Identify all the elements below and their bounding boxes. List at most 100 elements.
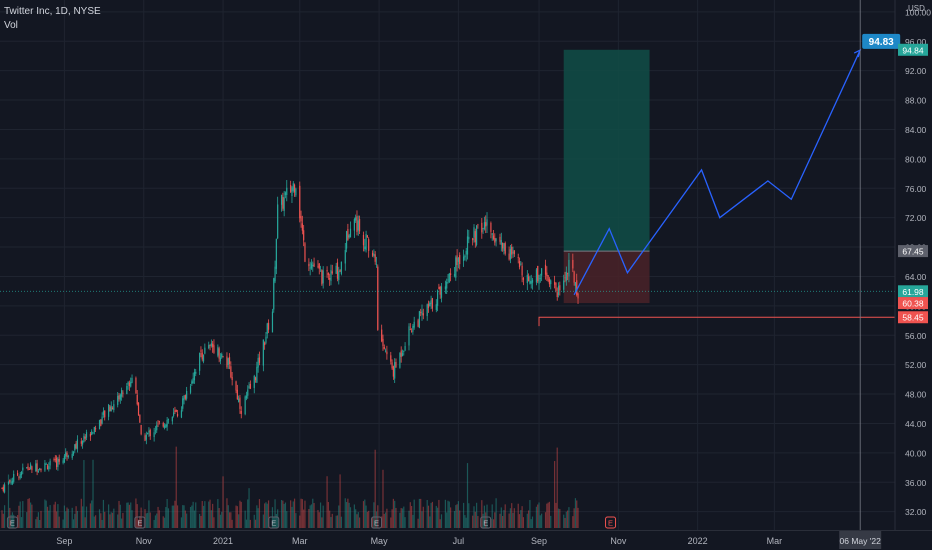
volume-bar xyxy=(556,447,558,528)
volume-bar xyxy=(408,510,410,528)
candle-body xyxy=(180,410,183,418)
candle-body xyxy=(137,402,140,416)
candle-body xyxy=(459,255,461,265)
candle-body xyxy=(564,277,566,279)
candle-body xyxy=(131,377,133,383)
candle-body xyxy=(477,224,479,226)
volume-bar xyxy=(217,499,219,528)
candle-body xyxy=(35,463,37,472)
candle-body xyxy=(258,357,261,363)
symbol-legend[interactable]: Twitter Inc, 1D, NYSE Vol xyxy=(4,5,101,33)
candle-body xyxy=(355,217,357,221)
volume-legend[interactable]: Vol xyxy=(4,20,18,31)
volume-bar xyxy=(559,509,561,528)
candle-body xyxy=(144,435,146,441)
candle-body xyxy=(318,263,320,269)
volume-bar xyxy=(231,519,233,528)
volume-bar xyxy=(557,508,560,528)
candle-body xyxy=(457,257,460,262)
volume-bar xyxy=(322,505,324,528)
candle-body xyxy=(262,339,264,366)
candle-body xyxy=(202,355,205,362)
candle-body xyxy=(67,455,69,457)
candle-body xyxy=(313,263,315,267)
volume-bar xyxy=(384,512,387,528)
candle-body xyxy=(450,273,452,276)
volume-bar xyxy=(312,498,314,528)
volume-bar xyxy=(245,519,248,528)
volume-bar xyxy=(386,508,388,528)
candle-body xyxy=(474,231,476,243)
symbol-title[interactable]: Twitter Inc, 1D, NYSE xyxy=(4,6,101,17)
volume-bar xyxy=(321,517,323,528)
volume-bar xyxy=(520,510,522,528)
volume-bar xyxy=(444,499,446,528)
candle-body xyxy=(440,286,443,298)
volume-bar xyxy=(347,498,349,528)
candle-body xyxy=(502,242,504,249)
volume-bar xyxy=(502,515,504,528)
volume-bar xyxy=(199,513,201,528)
earnings-marker xyxy=(370,516,382,529)
candle-body xyxy=(167,419,170,420)
volume-bar xyxy=(291,506,293,528)
volume-bar xyxy=(66,507,68,528)
candle-body xyxy=(500,240,502,245)
volume-bar xyxy=(171,505,173,528)
candle-body xyxy=(526,274,528,284)
volume-bar xyxy=(244,510,246,528)
time-axis[interactable]: Sep Nov 2021 Mar May Jul Sep Nov 2022 Mar 06 May '… xyxy=(0,530,932,550)
candle-body xyxy=(366,235,368,238)
volume-bar xyxy=(127,502,129,528)
candle-body xyxy=(210,343,212,347)
volume-bar xyxy=(459,510,461,528)
candle-body xyxy=(239,397,241,409)
volume-bar xyxy=(572,516,574,528)
price-axis[interactable]: 100.00 96.00 92.00 88.00 84.00 80.00 76.00 72.0… xyxy=(894,0,932,550)
candle-body xyxy=(559,285,561,291)
volume-bar xyxy=(156,513,158,528)
price-label-target: 94.84 xyxy=(902,45,924,55)
drawings xyxy=(0,0,895,530)
candle-body xyxy=(438,287,440,289)
candle-body xyxy=(567,272,569,274)
volume-bar xyxy=(11,512,14,528)
time-axis-bg xyxy=(0,530,932,550)
candle-body xyxy=(80,441,82,444)
volume-bar xyxy=(550,515,552,528)
volume-bar xyxy=(508,513,510,528)
volume-bar xyxy=(212,503,214,528)
volume-bar xyxy=(238,514,240,528)
candle-body xyxy=(280,194,283,205)
volume-bar xyxy=(413,499,415,528)
candle-body xyxy=(230,366,232,378)
crosshair-date-bg xyxy=(839,531,882,549)
volume-bar xyxy=(166,499,168,528)
volume-bar xyxy=(364,499,366,528)
volume-bar xyxy=(574,498,577,528)
candle-body xyxy=(368,239,370,251)
candle-body xyxy=(228,357,231,364)
candle-body xyxy=(189,386,192,393)
volume-bar xyxy=(357,512,359,528)
y-tick-label: 36.00 xyxy=(905,478,927,488)
volume-bar xyxy=(390,517,392,528)
volume-bar xyxy=(277,509,279,528)
volume-bar xyxy=(130,502,132,528)
candle-body xyxy=(395,361,397,367)
volume-bar xyxy=(499,513,501,528)
candle-body xyxy=(264,342,266,346)
candle-body xyxy=(195,371,197,374)
volume-bar xyxy=(186,513,188,528)
candle-body xyxy=(386,351,388,355)
volume-bar xyxy=(383,513,385,528)
y-tick-label: 92.00 xyxy=(905,66,927,76)
candle-body xyxy=(154,430,157,432)
candle-body xyxy=(554,281,556,285)
candle-body xyxy=(503,243,505,251)
y-tick-label: 32.00 xyxy=(905,507,927,517)
volume-bar xyxy=(49,505,51,528)
candle-body xyxy=(576,280,578,295)
